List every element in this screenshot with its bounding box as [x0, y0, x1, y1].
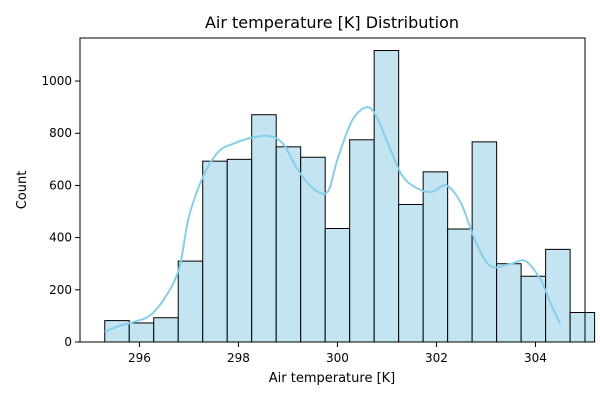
- kde-curve: [104, 106, 562, 333]
- x-tick-label: 296: [128, 351, 151, 365]
- histogram-bar: [128, 322, 155, 343]
- plot-frame: [79, 37, 586, 343]
- histogram-bar: [520, 275, 547, 343]
- histogram-bar: [251, 114, 277, 343]
- histogram-bar: [202, 160, 228, 343]
- y-tick-label: 0: [64, 335, 72, 349]
- histogram-bar: [349, 139, 375, 343]
- x-tick-label: 298: [227, 351, 250, 365]
- histogram-bar: [226, 158, 253, 343]
- y-tick-label: 600: [49, 178, 72, 192]
- histogram-bar: [300, 156, 326, 343]
- histogram-bar: [324, 227, 351, 343]
- histogram-bar: [422, 171, 449, 343]
- y-tick-label: 800: [49, 126, 72, 140]
- histogram-bar: [569, 312, 596, 343]
- x-tick-label: 302: [425, 351, 448, 365]
- histogram-bar: [545, 248, 571, 343]
- histogram-bar: [275, 146, 302, 343]
- histogram-bar: [153, 317, 179, 343]
- y-axis-ticks: 0 200 400 600 800 1000: [41, 74, 80, 349]
- histogram-bar: [398, 203, 424, 343]
- y-axis-label: Count: [15, 171, 30, 210]
- y-tick-label: 400: [49, 231, 72, 245]
- histogram-bars: [104, 50, 596, 343]
- chart-title: Air temperature [K] Distribution: [205, 13, 459, 32]
- x-tick-label: 300: [326, 351, 349, 365]
- histogram-bar: [447, 228, 473, 343]
- x-axis-ticks: 296 298 300 302 304: [128, 342, 547, 365]
- histogram-bar: [177, 260, 204, 343]
- x-axis-label: Air temperature [K]: [269, 371, 396, 386]
- y-tick-label: 200: [49, 283, 72, 297]
- x-tick-label: 304: [524, 351, 547, 365]
- y-tick-label: 1000: [41, 74, 72, 88]
- histogram-bar: [373, 50, 400, 343]
- histogram-bar: [496, 263, 522, 343]
